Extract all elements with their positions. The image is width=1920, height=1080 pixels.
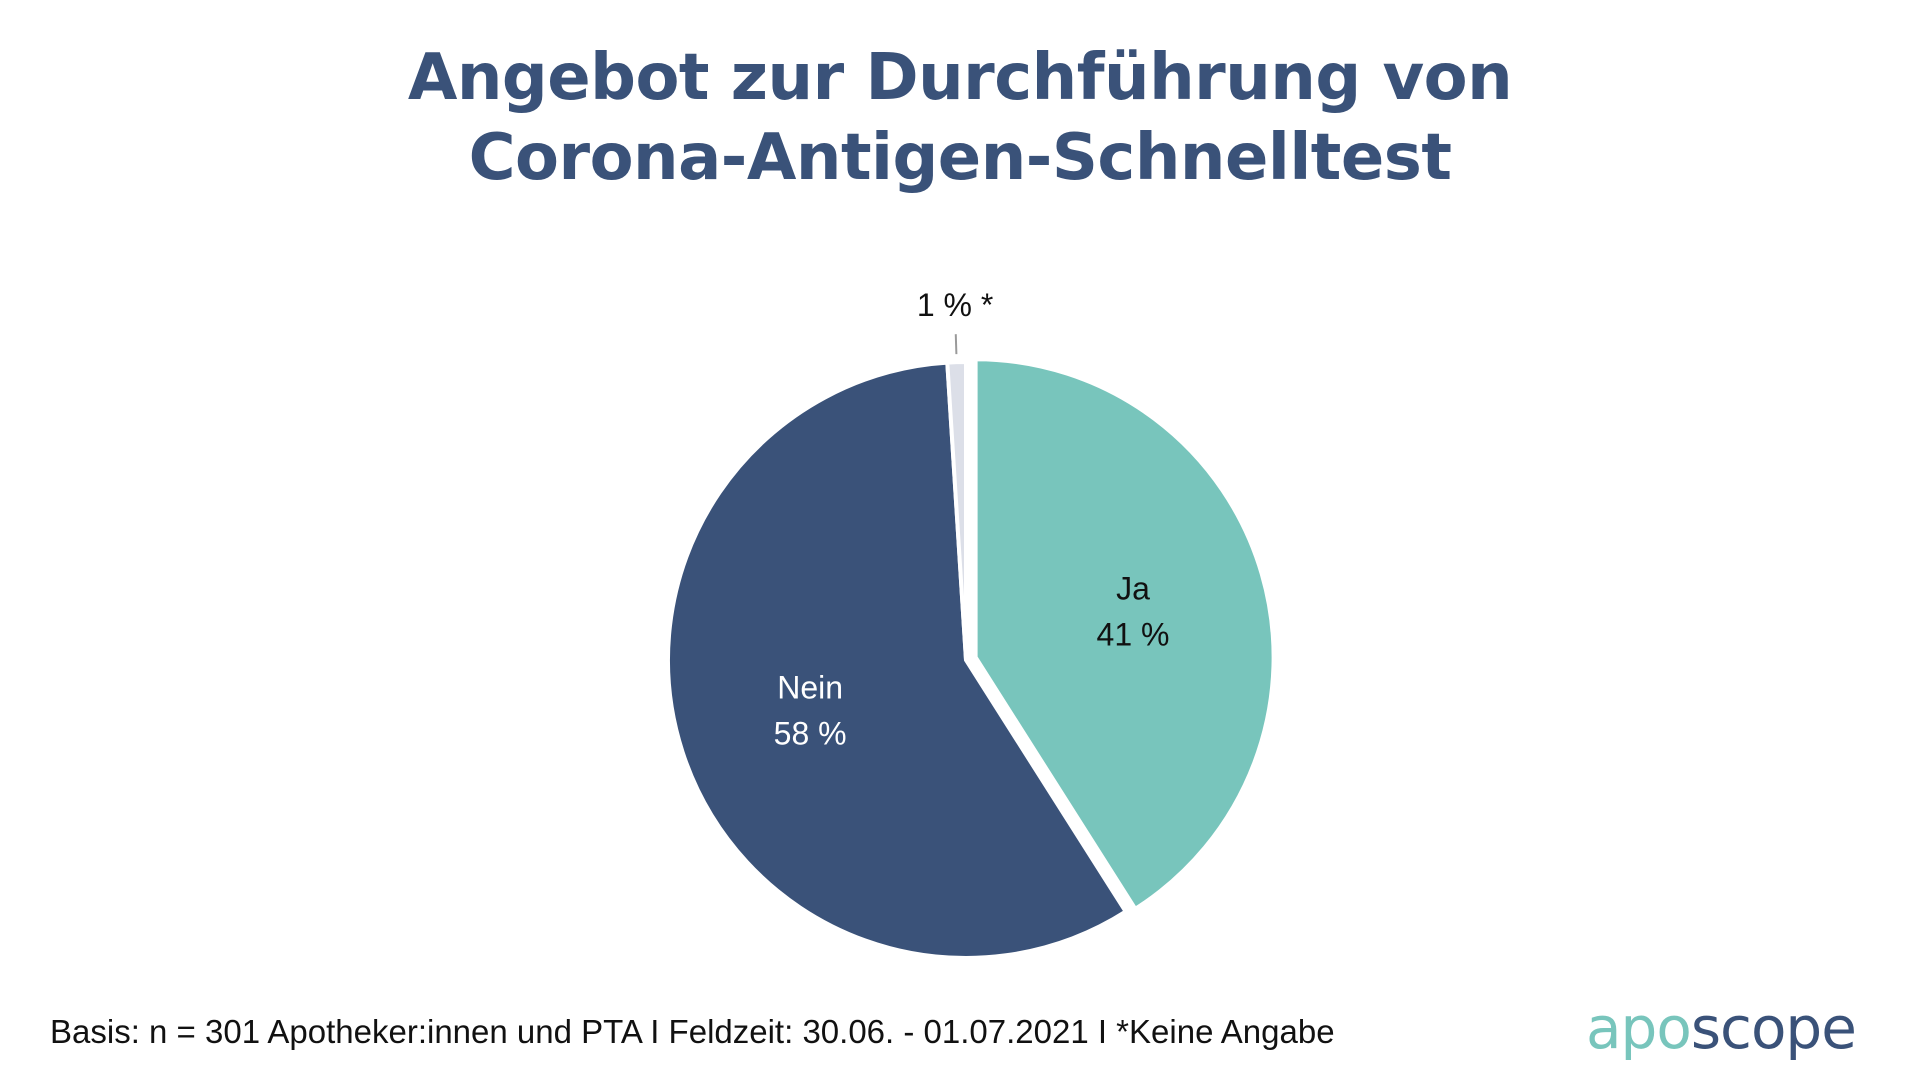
slice-category-label: Nein (777, 670, 843, 706)
logo-part-scope: scope (1690, 994, 1857, 1062)
slice-value-label: 41 % (1097, 616, 1170, 652)
aposcope-logo: aposcope (1586, 996, 1886, 1060)
footnote: Basis: n = 301 Apotheker:innen und PTA I… (50, 1013, 1335, 1050)
pie-slice-keine-angabe (945, 359, 968, 661)
pie-slice-ja (973, 357, 1276, 912)
logo-part-apo: apo (1586, 994, 1692, 1062)
chart-title-line-2: Corona-Antigen-Schnelltest (468, 121, 1452, 195)
slice-value-label: 1 % * (917, 287, 993, 323)
chart-title: Angebot zur Durchführung von Corona-Anti… (0, 38, 1920, 198)
pie-slice-nein (666, 360, 1129, 960)
slice-category-label: Ja (1116, 570, 1150, 606)
slice-value-label: 58 % (774, 716, 847, 752)
slice-leader-line (954, 334, 958, 355)
chart-title-line-1: Angebot zur Durchführung von (407, 41, 1513, 115)
